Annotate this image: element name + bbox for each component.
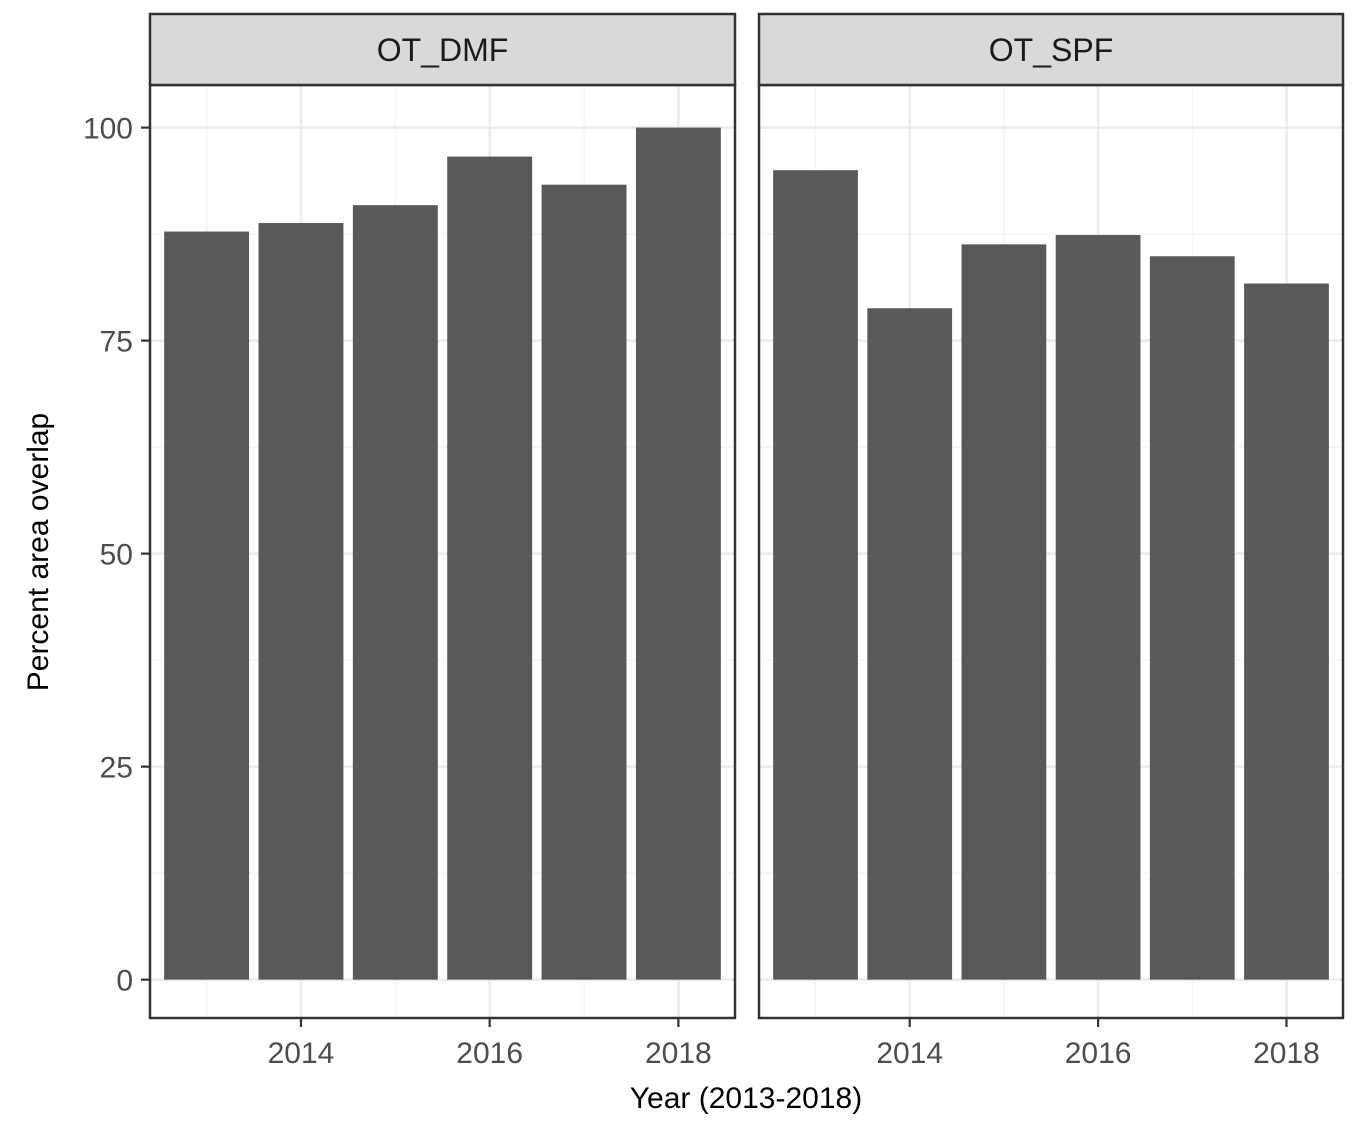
y-tick-label: 75 [100, 326, 133, 359]
bar-ot-spf-2014 [867, 308, 953, 980]
x-tick-label: 2018 [645, 1037, 712, 1070]
y-axis: 0 25 50 75 100 [83, 113, 150, 998]
y-tick-label: 100 [83, 113, 133, 146]
x-tick-label: 2018 [1253, 1037, 1320, 1070]
x-tick-label: 2014 [268, 1037, 335, 1070]
bar-ot-dmf-2013 [164, 231, 250, 980]
facet-strip-label: OT_DMF [377, 32, 509, 68]
bar-ot-dmf-2014 [258, 223, 344, 980]
x-axis-title: Year (2013-2018) [630, 1082, 862, 1115]
facet-strip [148, 12, 737, 87]
bar-ot-dmf-2015 [352, 205, 438, 980]
facets-layer: OT_DMF 2014 2016 2018 OT_SPF 2014 2016 2018 [148, 12, 1345, 1070]
y-tick-label: 50 [100, 539, 133, 572]
facet-panel-ot-spf: OT_SPF 2014 2016 2018 [757, 12, 1345, 1070]
bar-ot-dmf-2018 [635, 127, 721, 980]
bar-ot-dmf-2017 [541, 184, 627, 980]
y-tick-label: 25 [100, 752, 133, 785]
facet-panel-ot-dmf: OT_DMF 2014 2016 2018 [148, 12, 737, 1070]
y-tick-label: 0 [116, 965, 133, 998]
bar-ot-spf-2015 [961, 244, 1047, 980]
x-tick-label: 2016 [456, 1037, 523, 1070]
facet-strip [757, 12, 1345, 87]
bar-ot-spf-2018 [1244, 283, 1329, 980]
x-tick-label: 2016 [1065, 1037, 1132, 1070]
bar-ot-spf-2016 [1055, 234, 1141, 980]
bar-ot-spf-2013 [773, 170, 858, 980]
bar-ot-spf-2017 [1149, 256, 1235, 980]
facet-strip-label: OT_SPF [989, 32, 1113, 68]
bar-ot-dmf-2016 [447, 156, 533, 980]
y-axis-title: Percent area overlap [22, 413, 55, 692]
x-tick-label: 2014 [876, 1037, 943, 1070]
